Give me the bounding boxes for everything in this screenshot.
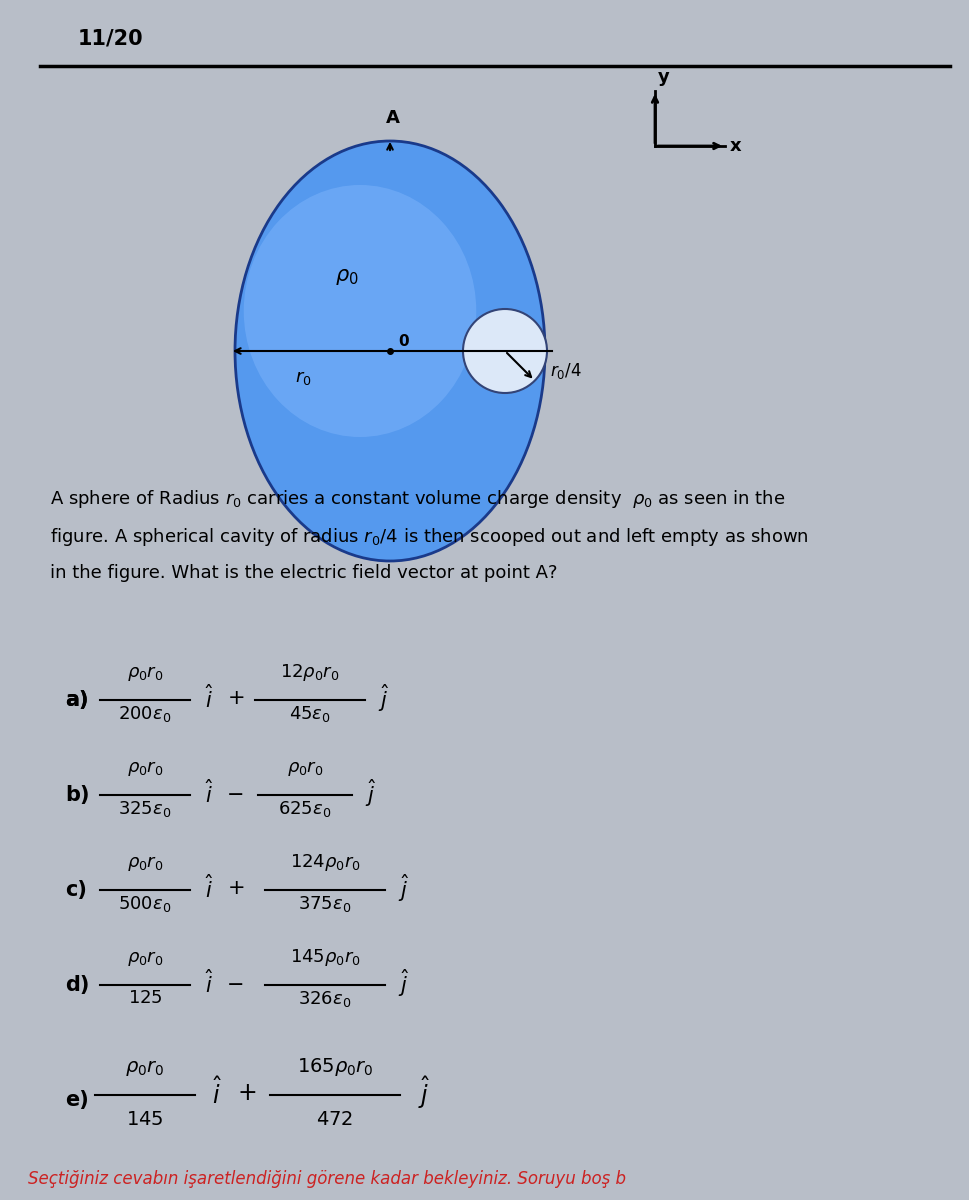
Text: $\hat{i}$: $\hat{i}$ bbox=[204, 970, 214, 997]
Text: x: x bbox=[730, 137, 741, 155]
Text: y: y bbox=[657, 68, 669, 86]
Text: $-$: $-$ bbox=[226, 782, 243, 803]
Text: +: + bbox=[228, 688, 245, 708]
Text: in the figure. What is the electric field vector at point A?: in the figure. What is the electric fiel… bbox=[50, 564, 557, 582]
Text: $\hat{i}$: $\hat{i}$ bbox=[204, 779, 214, 806]
Ellipse shape bbox=[234, 140, 545, 560]
Ellipse shape bbox=[243, 185, 476, 437]
Text: $145\rho_0 r_0$: $145\rho_0 r_0$ bbox=[290, 947, 360, 968]
Text: $45\varepsilon_0$: $45\varepsilon_0$ bbox=[289, 704, 330, 724]
Text: $\rho_0 r_0$: $\rho_0 r_0$ bbox=[127, 949, 163, 968]
Text: 11/20: 11/20 bbox=[78, 28, 143, 48]
Text: a): a) bbox=[65, 690, 88, 710]
Text: $326\varepsilon_0$: $326\varepsilon_0$ bbox=[298, 989, 352, 1009]
Text: $200\varepsilon_0$: $200\varepsilon_0$ bbox=[118, 704, 172, 724]
Text: c): c) bbox=[65, 880, 87, 900]
Text: figure. A spherical cavity of radius $r_0/4$ is then scooped out and left empty : figure. A spherical cavity of radius $r_… bbox=[50, 526, 808, 548]
Text: a): a) bbox=[65, 690, 88, 710]
Text: +: + bbox=[228, 878, 245, 898]
Text: $12\rho_0 r_0$: $12\rho_0 r_0$ bbox=[280, 662, 339, 683]
Text: $625\varepsilon_0$: $625\varepsilon_0$ bbox=[278, 799, 331, 818]
Text: $r_0$: $r_0$ bbox=[295, 370, 311, 386]
Text: $\rho_0 r_0$: $\rho_0 r_0$ bbox=[127, 758, 163, 778]
Text: $\hat{j}$: $\hat{j}$ bbox=[418, 1075, 430, 1111]
Text: $124\rho_0 r_0$: $124\rho_0 r_0$ bbox=[290, 852, 360, 874]
Text: $\rho_0 r_0$: $\rho_0 r_0$ bbox=[127, 854, 163, 874]
Text: $145$: $145$ bbox=[126, 1110, 164, 1129]
Text: $\hat{j}$: $\hat{j}$ bbox=[378, 682, 389, 714]
Text: $\rho_0 r_0$: $\rho_0 r_0$ bbox=[127, 664, 163, 683]
Text: $-$: $-$ bbox=[226, 973, 243, 994]
Text: b): b) bbox=[65, 785, 89, 805]
Text: $\hat{i}$: $\hat{i}$ bbox=[204, 684, 214, 712]
Text: d): d) bbox=[65, 974, 89, 995]
Text: $r_0/4$: $r_0/4$ bbox=[549, 361, 581, 382]
Text: $375\varepsilon_0$: $375\varepsilon_0$ bbox=[298, 894, 352, 914]
Text: 0: 0 bbox=[397, 334, 408, 349]
Text: $472$: $472$ bbox=[316, 1110, 354, 1129]
Text: $165\rho_0 r_0$: $165\rho_0 r_0$ bbox=[297, 1056, 373, 1078]
Text: $325\varepsilon_0$: $325\varepsilon_0$ bbox=[118, 799, 172, 818]
Text: e): e) bbox=[65, 1090, 88, 1110]
Text: $125$: $125$ bbox=[128, 989, 162, 1007]
Text: $500\varepsilon_0$: $500\varepsilon_0$ bbox=[118, 894, 172, 914]
Text: $\rho_0 r_0$: $\rho_0 r_0$ bbox=[287, 758, 323, 778]
Circle shape bbox=[462, 308, 547, 392]
Text: $\rho_0 r_0$: $\rho_0 r_0$ bbox=[125, 1058, 165, 1078]
Text: $\hat{j}$: $\hat{j}$ bbox=[397, 872, 409, 904]
Text: $\hat{i}$: $\hat{i}$ bbox=[212, 1078, 222, 1109]
Text: A sphere of Radius $r_0$ carries a constant volume charge density  $\rho_0$ as s: A sphere of Radius $r_0$ carries a const… bbox=[50, 488, 785, 510]
Text: Seçtiğiniz cevabın işaretlendiğini görene kadar bekleyiniz. Soruyu boş b: Seçtiğiniz cevabın işaretlendiğini gören… bbox=[28, 1170, 625, 1188]
Text: $\hat{j}$: $\hat{j}$ bbox=[397, 967, 409, 998]
Text: $\hat{i}$: $\hat{i}$ bbox=[204, 874, 214, 902]
Text: $\rho_0$: $\rho_0$ bbox=[334, 266, 359, 287]
Text: A: A bbox=[386, 109, 399, 127]
Text: +: + bbox=[237, 1081, 258, 1105]
Text: $\hat{j}$: $\hat{j}$ bbox=[364, 778, 376, 809]
